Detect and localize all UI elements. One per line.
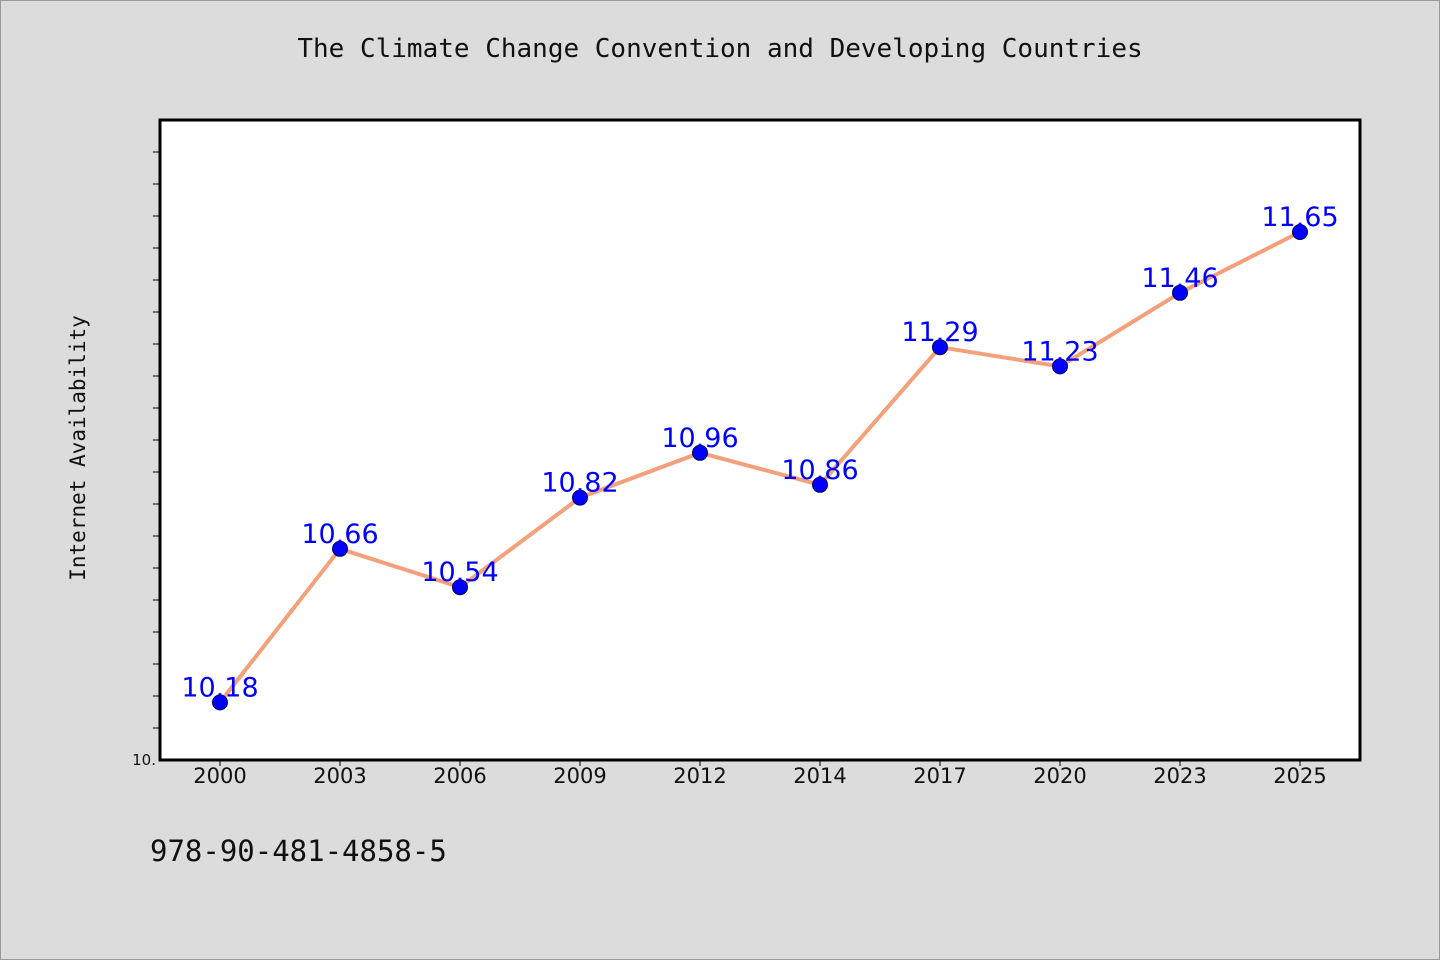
x-tick-label: 2009 — [553, 764, 606, 788]
data-label: 10.82 — [541, 468, 618, 499]
data-point — [572, 489, 588, 506]
data-label: 10.96 — [661, 423, 738, 454]
x-tick-label: 2000 — [193, 764, 246, 788]
data-label: 10.54 — [421, 557, 498, 588]
data-point — [1292, 224, 1308, 240]
series-line — [218, 230, 1301, 704]
x-tick-label: 2006 — [433, 764, 486, 788]
data-label: 10.18 — [181, 672, 258, 703]
data-point — [932, 339, 948, 356]
data-point — [1052, 358, 1068, 375]
isbn-text: 978-90-481-4858-5 — [150, 834, 447, 868]
x-tick-label: 2025 — [1273, 764, 1326, 788]
x-tick-label: 2020 — [1033, 764, 1086, 788]
data-label: 10.66 — [301, 519, 378, 550]
data-point — [812, 476, 828, 493]
data-point — [452, 579, 468, 596]
data-label: 11.29 — [901, 317, 978, 348]
plot-area — [158, 118, 1362, 762]
data-point — [332, 540, 348, 557]
data-label: 11.23 — [1021, 336, 1098, 367]
x-tick-label: 2012 — [673, 764, 726, 788]
data-point — [1172, 284, 1188, 301]
data-label: 11.65 — [1261, 202, 1338, 233]
data-point — [692, 444, 708, 461]
y-tick-label: 10. — [132, 751, 156, 769]
data-label: 11.46 — [1141, 263, 1218, 294]
x-tick-label: 2014 — [793, 764, 846, 788]
data-label: 10.86 — [781, 455, 858, 486]
x-tick-label: 2023 — [1153, 764, 1206, 788]
x-tick-label: 2003 — [313, 764, 366, 788]
data-point — [212, 694, 228, 711]
chart-title: The Climate Change Convention and Develo… — [297, 34, 1143, 64]
x-tick-label: 2017 — [913, 764, 966, 788]
